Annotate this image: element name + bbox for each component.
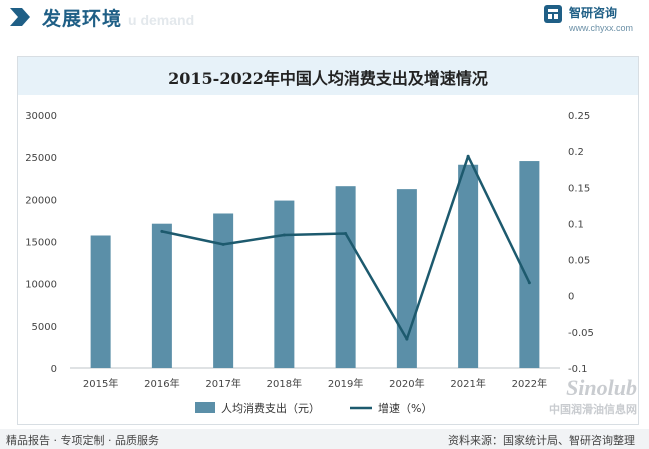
x-tick-label: 2017年 [205,377,240,390]
legend-line-label: 增速（%） [378,401,432,415]
data-source: 资料来源：国家统计局、智研咨询整理 [448,434,635,447]
bar [396,189,417,368]
chart: 0 5000 10000 15000 20000 25000 30000 -0.1 -0.05 0… [25,111,594,415]
growth-point [405,337,409,341]
corner-watermark-text: 中国润滑油信息网 [549,403,637,416]
corner-watermark: Sinolub 中国润滑油信息网 [549,375,637,417]
growth-point [160,229,164,233]
x-tick-label: 2015年 [83,377,118,390]
brand-name: 智研咨询 [568,6,617,20]
bar [335,186,356,368]
x-tick-label: 2022年 [512,377,547,390]
y-left-tick-label: 15000 [25,238,57,249]
y-left-tick-label: 0 [51,364,57,375]
y-right-tick-label: -0.05 [568,328,594,339]
chart-title: 2015-2022年中国人均消费支出及增速情况 [168,69,488,88]
corner-watermark-logo: Sinolub [566,375,637,400]
brand: 智研咨询 www.chyxx.com [543,4,633,33]
y-right-tick-label: 0.2 [568,147,584,158]
bar [519,161,540,368]
footer: 精品报告 · 专项定制 · 品质服务 资料来源：国家统计局、智研咨询整理 [0,429,649,449]
bar [151,223,172,368]
growth-point [221,242,225,246]
footer-slogan: 精品报告 · 专项定制 · 品质服务 [6,434,159,447]
bar [274,200,295,368]
growth-point [344,232,348,236]
bar [213,213,234,368]
x-tick-label: 2020年 [389,377,424,390]
bar [90,235,111,368]
y-left-tick-label: 5000 [32,322,57,333]
header: 发展环境 u demand 智研咨询 www.chyxx.com [0,0,649,36]
x-tick-label: 2019年 [328,377,363,390]
header-watermark: u demand [128,12,195,28]
growth-point [282,233,286,237]
y-right-tick-label: 0.15 [568,183,590,194]
section-title: 发展环境 [42,8,123,30]
y-left-tick-label: 10000 [25,280,57,291]
y-right-tick-label: 0.25 [568,111,590,122]
y-left-tick-label: 25000 [25,153,57,164]
growth-point [527,281,531,285]
brand-url: www.chyxx.com [568,23,633,33]
x-tick-label: 2016年 [144,377,179,390]
brand-logo-icon [543,5,562,23]
x-tick-label: 2021年 [450,377,485,390]
growth-point [466,154,470,158]
legend-bar-swatch [195,402,215,413]
y-right-tick-label: 0.1 [568,219,584,230]
legend-bar-label: 人均消费支出（元） [221,401,320,415]
header-tag-icon [10,8,30,26]
y-left-tick-label: 30000 [25,111,57,122]
y-right-tick-label: 0 [568,292,574,303]
chart-title-bar: 2015-2022年中国人均消费支出及增速情况 [17,56,639,95]
y-right-tick-label: 0.05 [568,256,590,267]
y-right-tick-label: -0.1 [568,364,588,375]
y-left-tick-label: 20000 [25,195,57,206]
x-tick-label: 2018年 [267,377,302,390]
bar [458,164,479,368]
